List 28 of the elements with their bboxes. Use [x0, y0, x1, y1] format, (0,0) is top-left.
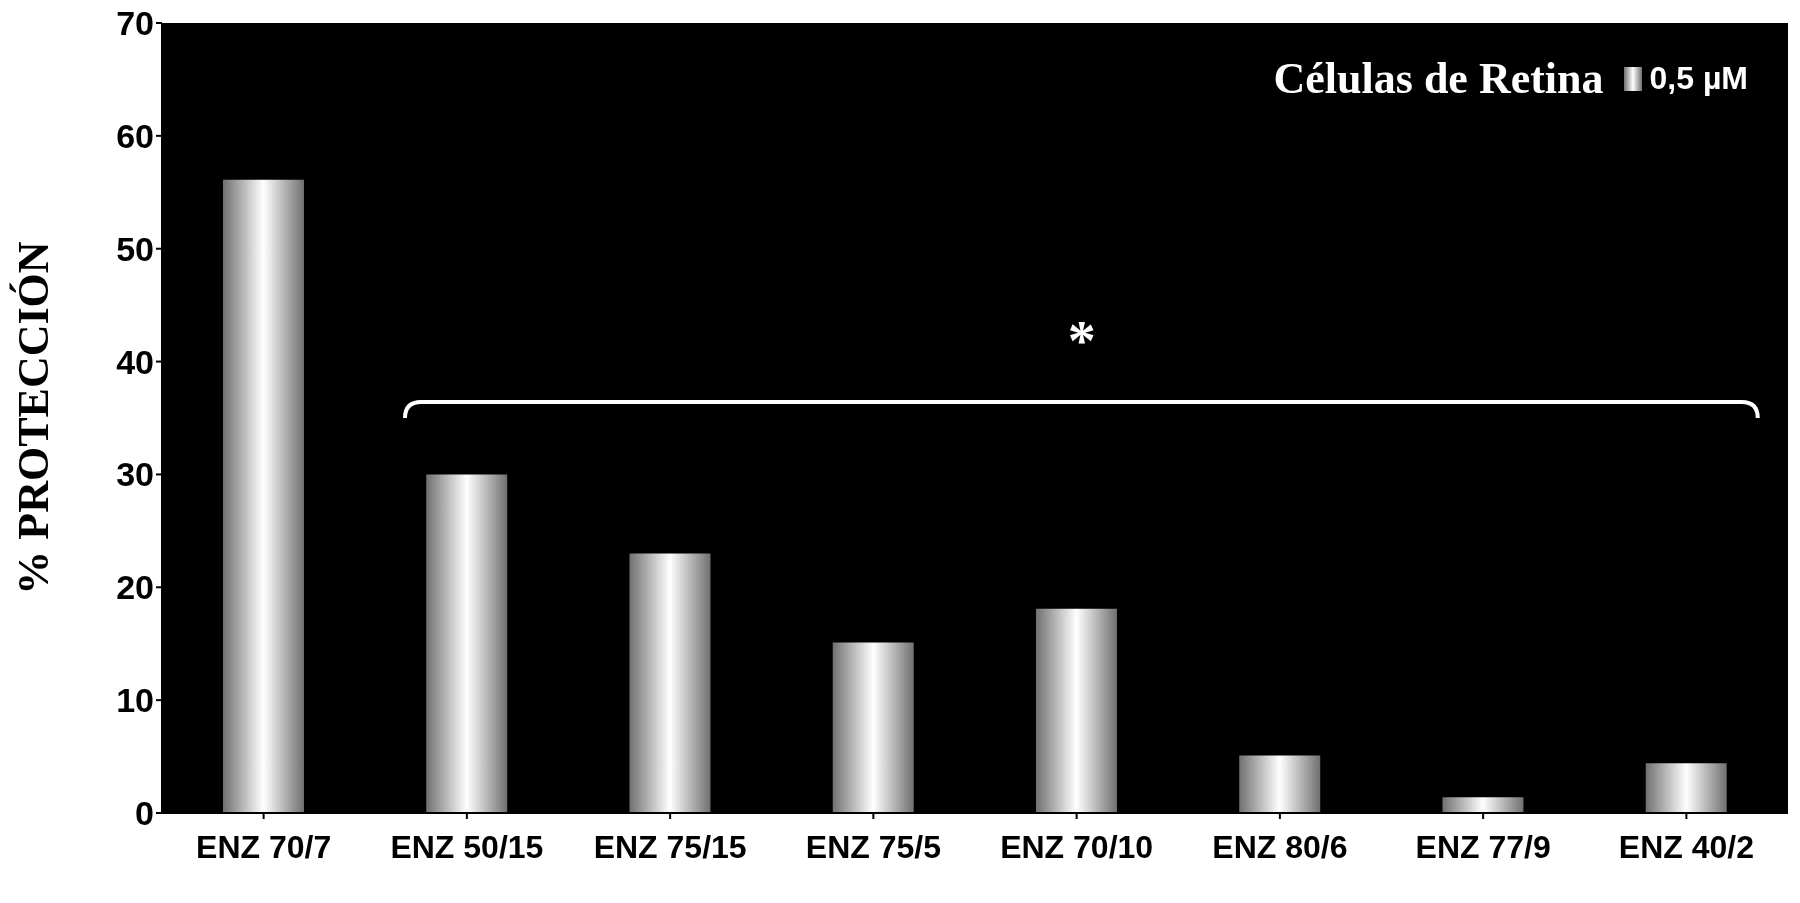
legend-label: 0,5 µM [1649, 60, 1748, 97]
y-tick-label: 70 [116, 4, 154, 43]
y-tick-label: 0 [135, 794, 154, 833]
y-tick-label: 50 [116, 229, 154, 268]
y-tick-label: 60 [116, 116, 154, 155]
bar [832, 642, 914, 813]
x-tick-label: ENZ 75/5 [805, 828, 941, 865]
x-tick-label: ENZ 40/2 [1618, 828, 1754, 865]
bar [1239, 755, 1321, 813]
x-tick-label: ENZ 80/6 [1212, 828, 1348, 865]
x-tick-label: ENZ 75/15 [593, 828, 747, 865]
bar [426, 474, 508, 813]
y-axis-title: % PROTECCIÓN [8, 241, 58, 595]
x-tick-label: ENZ 70/7 [196, 828, 332, 865]
bar [1035, 608, 1117, 813]
bar [1442, 797, 1524, 813]
y-tick-label: 20 [116, 568, 154, 607]
annotation: * [1066, 309, 1097, 373]
x-tick-label: ENZ 70/10 [1000, 828, 1154, 865]
y-tick-label: 40 [116, 342, 154, 381]
bar [1645, 763, 1727, 813]
y-tick-label: 30 [116, 455, 154, 494]
legend-title: Células de Retina [1273, 53, 1604, 104]
x-tick-label: ENZ 50/15 [390, 828, 544, 865]
x-tick-label: ENZ 77/9 [1415, 828, 1551, 865]
y-tick-label: 10 [116, 681, 154, 720]
bar [629, 553, 711, 813]
bar [222, 179, 304, 813]
